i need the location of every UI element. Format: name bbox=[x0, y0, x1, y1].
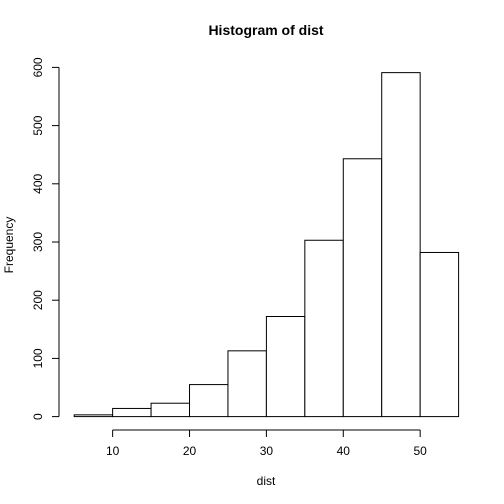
x-tick-label: 50 bbox=[413, 444, 427, 458]
histogram-bar bbox=[189, 384, 229, 418]
histogram-bar bbox=[381, 72, 421, 418]
x-tick-label: 40 bbox=[337, 444, 351, 458]
y-tick-label: 400 bbox=[31, 173, 45, 193]
histogram-bar bbox=[265, 315, 306, 418]
y-tick-label: 500 bbox=[31, 115, 45, 135]
chart-title: Histogram of dist bbox=[208, 22, 323, 38]
y-tick-label: 300 bbox=[31, 232, 45, 252]
histogram-bar bbox=[73, 414, 114, 418]
y-axis-label: Frequency bbox=[2, 217, 16, 274]
histogram-bar bbox=[304, 239, 344, 418]
histogram-bar bbox=[150, 402, 191, 418]
histogram-bar bbox=[112, 407, 152, 418]
y-tick-label: 0 bbox=[31, 413, 45, 420]
y-tick-label: 200 bbox=[31, 290, 45, 310]
x-tick-label: 20 bbox=[183, 444, 197, 458]
y-tick-label: 100 bbox=[31, 348, 45, 368]
histogram-bar bbox=[227, 350, 267, 418]
bars-group bbox=[73, 72, 460, 418]
y-axis: 0 100 200 300 400 500 600 bbox=[31, 57, 60, 420]
x-tick-label: 10 bbox=[106, 444, 120, 458]
histogram-bar bbox=[342, 158, 383, 418]
x-tick-label: 30 bbox=[260, 444, 274, 458]
x-axis-label: dist bbox=[257, 474, 276, 488]
histogram-bar bbox=[419, 251, 460, 418]
x-axis: 10 20 30 40 50 bbox=[106, 429, 427, 458]
y-tick-label: 600 bbox=[31, 57, 45, 77]
